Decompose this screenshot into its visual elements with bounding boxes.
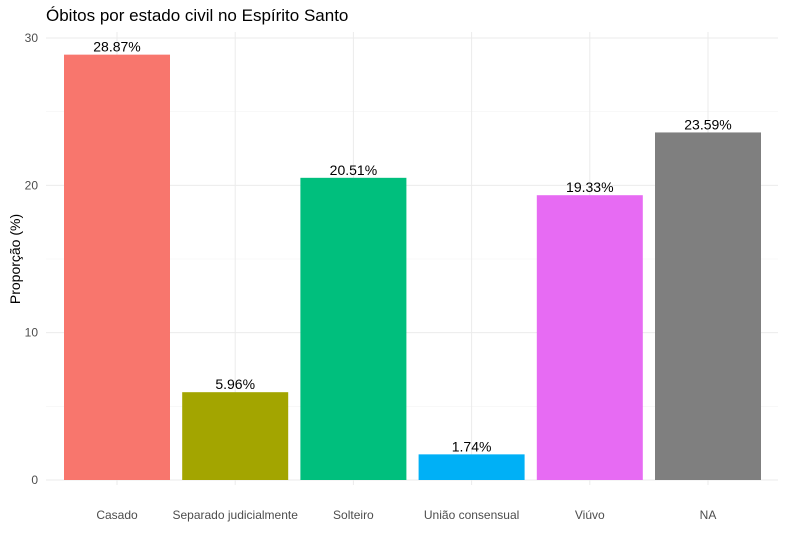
chart-title: Óbitos por estado civil no Espírito Sant… [46,6,348,25]
x-axis-ticks: Casado Separado judicialmente Solteiro Uniã… [96,508,716,522]
bar [182,392,289,480]
bar [64,54,170,480]
y-tick-label: 20 [25,178,39,192]
x-tick-label: União consensual [424,508,519,522]
y-tick-label: 10 [25,326,39,340]
x-tick-label: Solteiro [333,508,374,522]
data-labels: 28.87% 5.96% 20.51% 1.74% 19.33% 23.59% [93,39,731,455]
bar-value-label: 5.96% [215,376,255,392]
y-axis-ticks: 0 10 20 30 [25,31,39,487]
y-axis-title: Proporção (%) [7,214,23,304]
bar-value-label: 20.51% [330,162,377,178]
x-tick-label: Separado judicialmente [172,508,298,522]
y-tick-label: 30 [25,31,39,45]
y-tick-label: 0 [31,473,38,487]
bar [536,195,643,481]
bar-value-label: 28.87% [93,39,140,55]
bar-value-label: 23.59% [684,116,731,132]
bar [655,132,761,480]
bar [300,177,407,480]
bar-value-label: 19.33% [566,179,613,195]
bar-value-label: 1.74% [452,438,492,454]
bars [64,54,761,481]
x-tick-label: Viúvo [575,508,605,522]
x-tick-label: Casado [96,508,138,522]
bar [418,454,525,480]
x-tick-label: NA [700,508,717,522]
